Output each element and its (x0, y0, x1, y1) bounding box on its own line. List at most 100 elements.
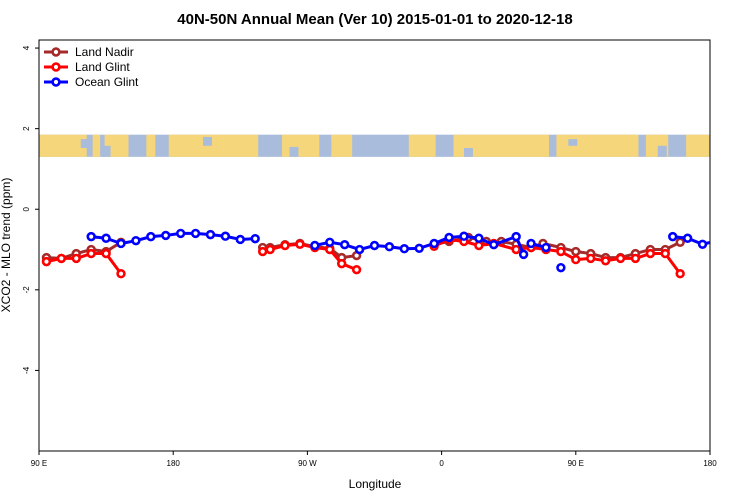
data-point-ocean-glint (205, 229, 216, 240)
data-point-land-glint (86, 248, 96, 259)
data-point-land-glint (511, 244, 521, 255)
data-point-ocean-glint (325, 237, 335, 247)
data-point-ocean-glint (339, 239, 350, 250)
data-point-ocean-glint (511, 231, 521, 242)
y-tick-label: -2 (22, 286, 31, 294)
data-point-land-glint (71, 253, 81, 264)
map-land (146, 134, 156, 157)
map-ocean-inlet (101, 145, 111, 157)
data-point-ocean-glint (190, 228, 201, 239)
data-point-ocean-glint (668, 231, 678, 242)
map-ocean-inlet (289, 146, 299, 157)
legend-label: Land Glint (75, 60, 130, 74)
data-point-ocean-glint (220, 231, 231, 241)
legend-item-land-nadir: Land Nadir (44, 45, 134, 59)
map-land (331, 134, 353, 157)
data-point-ocean-glint (429, 238, 439, 249)
data-point-ocean-glint (444, 232, 454, 243)
data-point-ocean-glint (474, 233, 484, 243)
data-point-ocean-glint (131, 235, 141, 246)
x-tick-label: 90 E (31, 459, 47, 468)
y-tick-label: 4 (22, 45, 31, 50)
data-point-ocean-glint (101, 233, 111, 243)
series-line-ocean-glint (91, 231, 256, 245)
y-tick-label: 0 (22, 206, 31, 211)
map-land (408, 134, 436, 157)
x-axis: 90 E 180 90 W 0 90 E 180 (31, 451, 717, 468)
data-point-ocean-glint (459, 231, 469, 241)
data-point-ocean-glint (161, 230, 171, 241)
data-point-land-nadir (571, 246, 581, 257)
data-point-ocean-glint (175, 228, 186, 239)
legend-label: Land Nadir (75, 45, 134, 59)
data-point-land-glint (675, 269, 685, 279)
data-point-land-glint (336, 258, 347, 269)
data-point-ocean-glint (489, 239, 499, 250)
data-point-ocean-glint (235, 234, 246, 245)
data-point-land-glint (645, 248, 656, 259)
data-point-land-glint (556, 246, 566, 257)
series-layer (41, 228, 750, 279)
data-point-ocean-glint (146, 231, 156, 242)
data-point-ocean-glint (116, 238, 126, 249)
legend-item-ocean-glint: Ocean Glint (44, 75, 139, 89)
data-point-land-glint (600, 256, 611, 266)
legend-item-land-glint: Land Glint (44, 60, 130, 74)
map-land (39, 134, 87, 157)
series-ocean-glint (86, 228, 750, 273)
map-ocean-inlet (568, 139, 578, 146)
data-point-ocean-glint (714, 237, 721, 244)
x-axis-label: Longitude (349, 477, 402, 491)
data-point-land-nadir (675, 237, 685, 247)
x-tick-label: 0 (439, 459, 444, 468)
data-point-ocean-glint (729, 235, 736, 242)
legend-swatch-marker (51, 77, 61, 87)
data-point-land-glint (257, 246, 268, 257)
map-ocean-inlet (463, 147, 473, 157)
data-point-land-glint (474, 240, 484, 251)
y-axis: -4 -2 0 2 4 (22, 45, 39, 374)
data-point-ocean-glint (86, 231, 96, 242)
data-point-land-glint (116, 269, 126, 279)
map-land (92, 134, 101, 157)
data-point-land-glint (351, 264, 362, 275)
data-point-ocean-glint (744, 234, 750, 241)
data-point-ocean-glint (354, 244, 365, 255)
map-strip (39, 134, 710, 157)
data-point-land-glint (41, 256, 52, 267)
y-tick-label: 2 (22, 126, 31, 131)
data-point-land-glint (325, 244, 335, 255)
y-tick-label: -4 (22, 366, 31, 374)
data-point-ocean-glint (384, 242, 395, 252)
map-land (217, 134, 259, 157)
x-tick-label: 180 (167, 459, 181, 468)
legend-swatch-marker (51, 62, 61, 72)
y-axis-label: XCO2 - MLO trend (ppm) (0, 178, 13, 313)
map-ocean-inlet (657, 145, 667, 157)
x-tick-label: 90 W (298, 459, 317, 468)
data-point-ocean-glint (682, 233, 693, 243)
map-land (282, 134, 320, 157)
x-tick-label: 90 E (568, 459, 584, 468)
data-point-land-glint (295, 239, 305, 249)
legend-swatch-marker (51, 47, 61, 57)
map-ocean-inlet (80, 139, 90, 148)
map-land (453, 134, 549, 157)
x-tick-label: 180 (703, 459, 717, 468)
plot-frame (38, 39, 711, 452)
data-point-ocean-glint (556, 262, 566, 273)
data-point-land-glint (586, 253, 596, 264)
data-point-ocean-glint (310, 240, 320, 251)
data-point-land-glint (630, 253, 641, 264)
data-point-land-glint (571, 254, 581, 265)
data-point-land-glint (280, 240, 290, 251)
data-point-ocean-glint (250, 233, 260, 244)
data-point-land-glint (265, 244, 275, 255)
data-point-ocean-glint (369, 240, 380, 251)
data-point-land-glint (56, 253, 67, 264)
data-point-ocean-glint (697, 239, 708, 249)
data-point-ocean-glint (541, 242, 551, 253)
chart-title: 40N-50N Annual Mean (Ver 10) 2015-01-01 … (177, 11, 572, 28)
data-point-land-glint (615, 253, 626, 264)
